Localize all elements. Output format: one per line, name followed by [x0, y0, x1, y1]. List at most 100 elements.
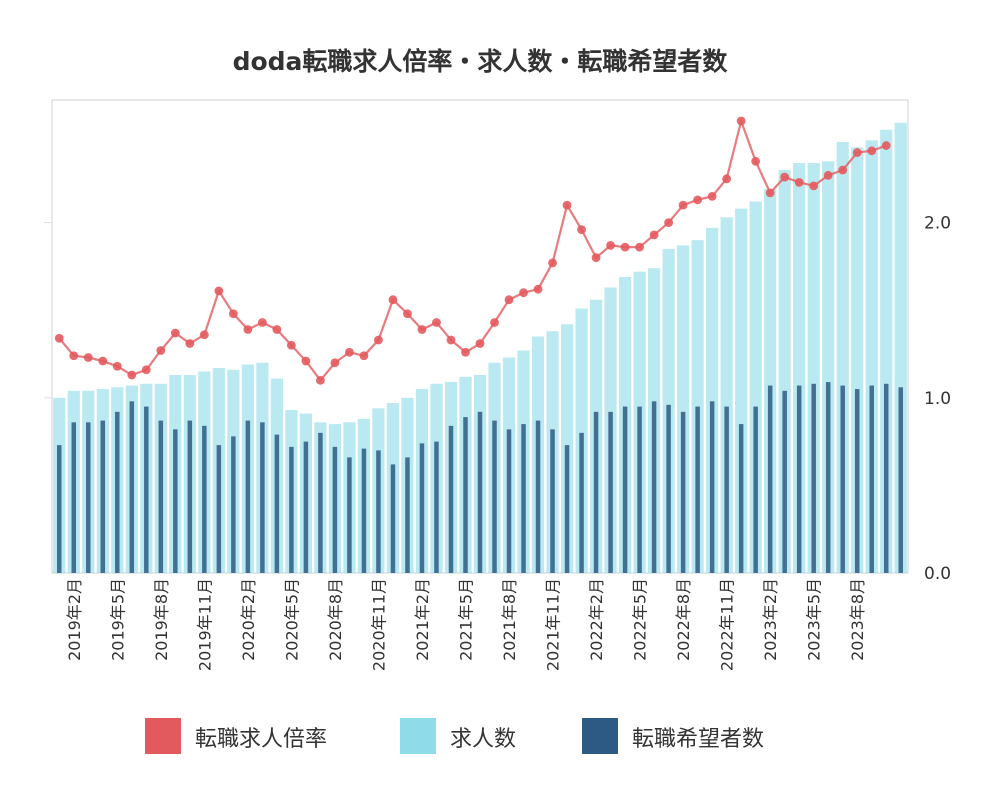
ratio-point	[519, 288, 528, 298]
bar-applicants	[738, 424, 744, 573]
ratio-point	[736, 116, 746, 126]
bar-jobs	[764, 189, 777, 573]
bar-applicants	[492, 420, 497, 573]
ratio-point	[635, 242, 644, 252]
bar-applicants	[680, 411, 686, 573]
bar-jobs	[720, 217, 733, 573]
ratio-point	[417, 325, 427, 334]
ratio-point	[432, 318, 441, 327]
ratio-point	[54, 333, 64, 343]
bar-applicants	[521, 424, 526, 573]
ratio-point	[228, 309, 238, 319]
x-axis: 2019年2月 2019年5月 2019年8月 2019年11月 2020年2月 2020…	[65, 578, 867, 671]
bar-applicants	[245, 420, 251, 573]
bar-applicants	[593, 411, 599, 573]
ratio-point	[359, 351, 369, 361]
bar-applicants	[608, 411, 613, 573]
ratio-point	[881, 141, 891, 150]
bar-applicants	[767, 385, 773, 573]
bar-applicants	[434, 441, 439, 573]
ratio-point	[170, 328, 180, 338]
bar-applicants	[840, 385, 845, 573]
bar-applicants	[796, 385, 802, 573]
bar-applicants	[71, 422, 77, 573]
ratio-point	[722, 174, 732, 184]
ratio-point	[693, 195, 703, 205]
bar-applicants	[825, 382, 831, 573]
ratio-line	[58, 117, 887, 383]
ratio-point	[707, 191, 717, 201]
ratio-point	[388, 295, 398, 305]
bar-applicants	[100, 420, 106, 573]
ratio-point	[156, 346, 166, 355]
ratio-point	[620, 242, 630, 252]
x-tick-label: 2021年5月	[456, 578, 475, 661]
ratio-point	[69, 351, 79, 361]
ratio-point	[316, 375, 325, 385]
x-tick-label: 2021年8月	[500, 578, 519, 661]
bar-applicants	[811, 383, 816, 573]
legend-label: 求人数	[450, 727, 516, 752]
ratio-point	[504, 295, 514, 305]
legend-label: 転職求人倍率	[195, 727, 327, 752]
ratio-point	[765, 188, 775, 198]
bar-applicants	[463, 417, 468, 573]
ratio-point	[214, 286, 224, 296]
ratio-point	[809, 181, 819, 191]
ratio-point	[345, 347, 354, 357]
ratio-point	[751, 156, 761, 166]
ratio-point	[374, 335, 383, 345]
bar-jobs	[865, 140, 878, 574]
bar-applicants	[854, 389, 860, 573]
line-ratio	[54, 116, 891, 385]
ratio-point	[243, 325, 253, 334]
bar-applicants	[622, 406, 628, 573]
bar-jobs	[822, 161, 835, 573]
bar-applicants	[637, 406, 642, 573]
bar-applicants	[506, 429, 512, 573]
ratio-point	[301, 356, 311, 366]
ratio-point	[286, 340, 296, 350]
bar-applicants	[376, 450, 381, 573]
bar-applicants	[173, 429, 178, 573]
bar-applicants	[86, 422, 91, 573]
ratio-point	[98, 356, 108, 366]
bar-applicants	[202, 425, 207, 573]
bar-applicants	[782, 390, 787, 573]
bar-applicants	[535, 420, 541, 573]
bar-applicants	[158, 420, 164, 573]
x-tick-label: 2020年8月	[326, 578, 345, 661]
ratio-point	[780, 172, 790, 182]
bar-applicants	[579, 432, 584, 573]
x-tick-label: 2021年11月	[544, 578, 563, 671]
bar-applicants	[564, 445, 570, 573]
bar-applicants	[695, 406, 700, 573]
ratio-point	[823, 170, 833, 180]
x-tick-label: 2020年2月	[239, 578, 258, 661]
chart-title: doda転職求人倍率・求人数・転職希望者数	[233, 47, 729, 76]
ratio-point	[330, 358, 340, 368]
x-tick-label: 2022年2月	[587, 578, 606, 661]
ratio-point	[533, 284, 543, 294]
bar-jobs	[735, 208, 748, 574]
ratio-point	[199, 330, 209, 340]
ratio-point	[127, 370, 137, 380]
ratio-point	[403, 309, 412, 319]
ratio-point	[606, 241, 615, 250]
bar-jobs	[778, 170, 791, 573]
ratio-point	[867, 146, 877, 156]
legend-swatch	[145, 718, 181, 754]
ratio-point	[664, 218, 674, 228]
legend-swatch	[400, 718, 436, 754]
ratio-point	[490, 318, 499, 327]
ratio-point	[838, 165, 848, 175]
bar-applicants	[753, 406, 758, 573]
y-tick-label: 1.0	[924, 389, 951, 409]
x-tick-label: 2019年5月	[108, 578, 127, 661]
bar-applicants	[289, 446, 294, 573]
ratio-point	[548, 258, 557, 268]
bar-applicants	[144, 406, 149, 573]
x-tick-label: 2022年11月	[718, 578, 737, 671]
ratio-point	[678, 200, 688, 210]
x-tick-label: 2019年8月	[152, 578, 171, 661]
